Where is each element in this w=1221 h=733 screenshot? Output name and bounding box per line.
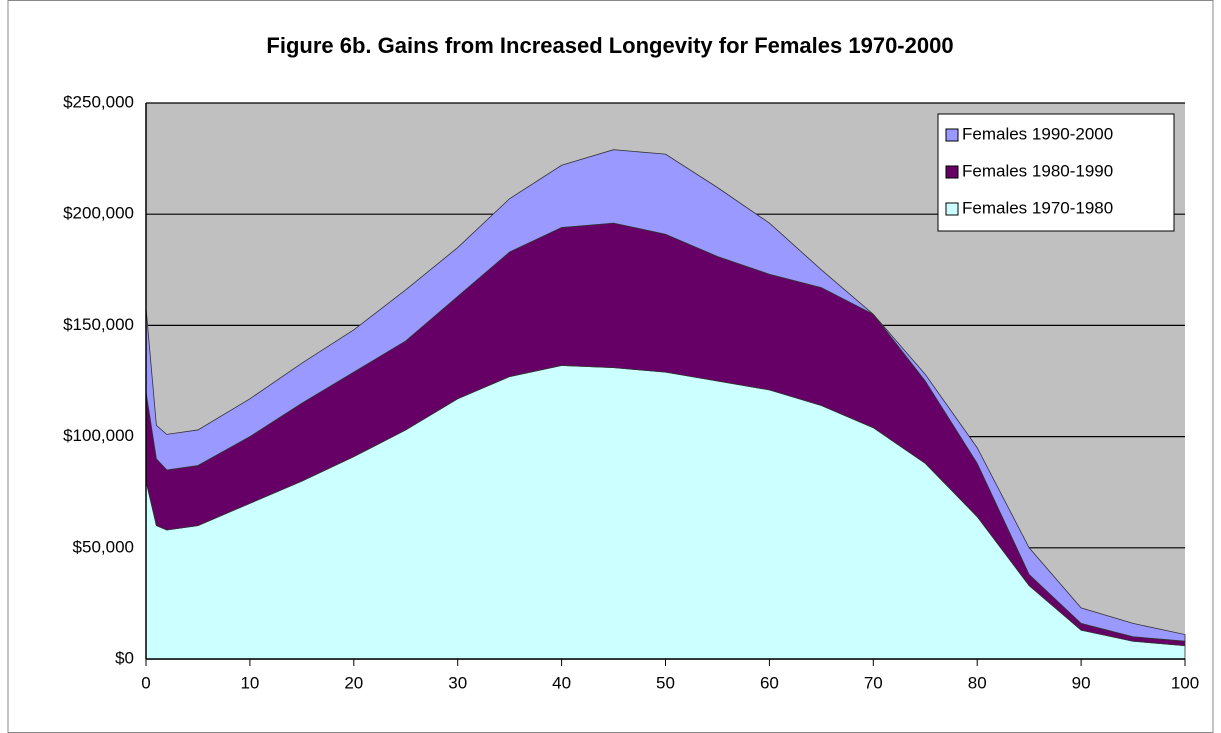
x-tick-label: 50 (656, 673, 675, 692)
y-tick-label: $150,000 (63, 315, 134, 334)
legend-swatch (945, 202, 959, 216)
x-tick-label: 100 (1171, 673, 1199, 692)
chart-title: Figure 6b. Gains from Increased Longevit… (266, 33, 953, 58)
y-tick-label: $0 (115, 648, 134, 667)
y-tick-label: $100,000 (63, 426, 134, 445)
x-tick-label: 10 (240, 673, 259, 692)
legend-label: Females 1990-2000 (962, 124, 1113, 143)
y-tick-label: $50,000 (73, 537, 134, 556)
x-tick-label: 40 (552, 673, 571, 692)
x-tick-label: 20 (344, 673, 363, 692)
x-tick-label: 0 (141, 673, 150, 692)
legend (937, 113, 1175, 232)
x-tick-label: 70 (864, 673, 883, 692)
x-tick-label: 80 (968, 673, 987, 692)
y-tick-label: $250,000 (63, 92, 134, 111)
x-tick-label: 60 (760, 673, 779, 692)
legend-label: Females 1970-1980 (962, 198, 1113, 217)
legend-swatch (945, 165, 959, 179)
y-tick-label: $200,000 (63, 204, 134, 223)
legend-swatch (945, 128, 959, 142)
x-tick-label: 90 (1072, 673, 1091, 692)
area (145, 149, 1186, 642)
legend-label: Females 1980-1990 (962, 161, 1113, 180)
x-tick-label: 30 (448, 673, 467, 692)
